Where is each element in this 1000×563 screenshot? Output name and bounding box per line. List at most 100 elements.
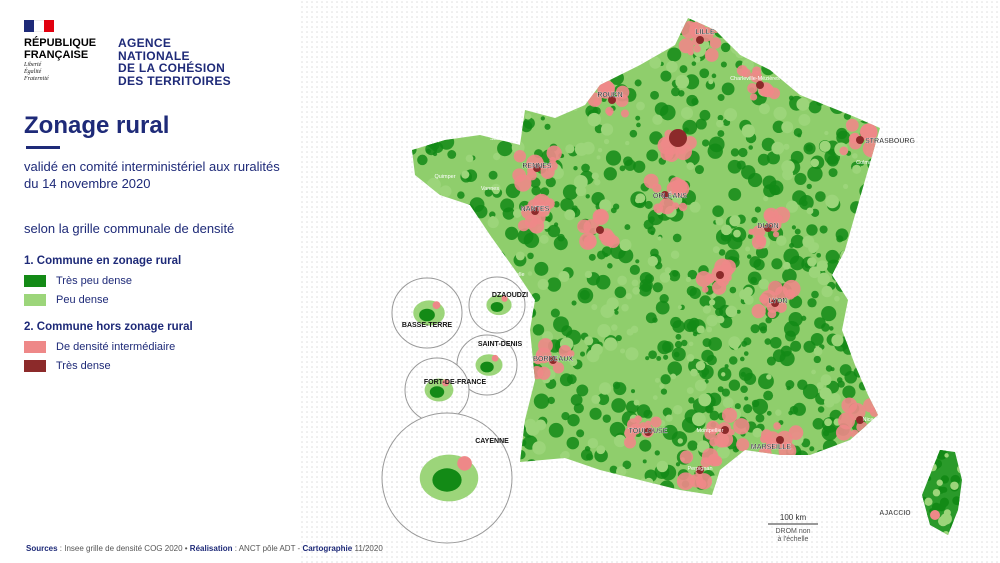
density-patch	[807, 298, 817, 308]
density-patch	[717, 386, 724, 393]
density-patch	[567, 350, 575, 358]
city-label: BORDEAUX	[533, 356, 573, 363]
density-patch	[611, 324, 618, 331]
density-patch	[550, 308, 560, 318]
density-patch	[621, 303, 629, 312]
density-patch	[603, 138, 610, 145]
inset-label: BASSE-TERRE	[402, 322, 453, 329]
city-label: Charleville-Mézières	[730, 76, 780, 82]
density-patch	[812, 418, 825, 430]
density-patch	[585, 194, 590, 199]
density-patch	[645, 312, 657, 324]
density-patch	[672, 320, 686, 333]
density-patch	[717, 130, 725, 138]
density-patch	[692, 331, 698, 337]
density-patch	[492, 152, 501, 161]
density-patch	[817, 406, 825, 413]
density-patch	[749, 256, 762, 268]
density-patch	[573, 174, 588, 189]
density-patch	[694, 379, 707, 392]
density-patch	[537, 278, 549, 291]
density-patch	[677, 305, 682, 310]
subtitle-line: validé en comité interministériel aux ru…	[24, 159, 280, 174]
density-patch	[587, 112, 602, 127]
inset-label: SAINT-DENIS	[478, 341, 523, 348]
density-patch	[650, 248, 659, 258]
density-patch	[635, 259, 640, 264]
density-patch	[829, 326, 834, 331]
density-patch	[939, 497, 950, 507]
density-patch	[524, 113, 532, 120]
density-patch	[539, 234, 549, 244]
density-patch	[561, 325, 573, 337]
density-patch	[772, 231, 780, 238]
density-patch	[691, 61, 697, 66]
density-patch	[683, 127, 690, 133]
density-patch	[747, 234, 753, 239]
density-patch	[672, 404, 683, 415]
density-patch	[816, 260, 828, 272]
density-patch	[548, 422, 564, 438]
footer-text: : ANCT pôle ADT -	[232, 544, 303, 553]
density-patch	[715, 217, 724, 226]
density-patch	[520, 120, 533, 133]
density-patch	[702, 305, 711, 314]
density-patch	[721, 224, 732, 236]
density-patch	[577, 219, 592, 234]
density-patch	[660, 70, 672, 82]
density-patch	[620, 348, 626, 354]
density-patch	[439, 185, 452, 198]
agency-line: DES TERRITOIRES	[118, 73, 231, 88]
density-patch	[624, 224, 631, 231]
density-patch	[699, 295, 712, 307]
density-patch	[749, 93, 758, 101]
density-patch	[808, 266, 821, 279]
footer-text: : Insee grille de densité COG 2020 •	[57, 544, 190, 553]
island-urban	[432, 301, 441, 310]
density-patch	[766, 151, 780, 165]
title-rule	[26, 146, 60, 149]
subtitle: validé en comité interministériel aux ru…	[24, 158, 280, 192]
density-patch	[770, 336, 782, 349]
density-patch	[718, 249, 726, 256]
city-label: Quimper	[434, 174, 455, 180]
footer-text: Réalisation	[189, 544, 233, 553]
density-patch	[783, 143, 790, 150]
density-patch	[755, 413, 765, 423]
flag	[24, 20, 54, 32]
density-patch	[782, 268, 797, 284]
density-patch	[695, 361, 706, 371]
density-patch	[740, 385, 748, 394]
density-patch	[553, 201, 560, 208]
density-patch	[733, 418, 750, 435]
density-patch	[534, 261, 549, 276]
density-patch	[687, 440, 698, 451]
density-patch	[709, 37, 722, 49]
density-patch	[766, 374, 772, 380]
density-patch	[584, 270, 593, 279]
density-patch	[547, 396, 555, 405]
density-patch	[773, 106, 787, 121]
method: selon la grille communale de densité	[24, 221, 235, 236]
density-patch	[625, 347, 639, 361]
density-patch	[659, 272, 671, 283]
density-patch	[746, 254, 752, 259]
density-patch	[544, 123, 551, 130]
density-patch	[650, 90, 659, 100]
density-patch	[576, 384, 589, 397]
density-patch	[660, 374, 671, 385]
density-patch	[819, 225, 828, 234]
density-patch	[589, 407, 602, 420]
density-patch	[782, 169, 794, 181]
density-patch	[796, 97, 810, 111]
density-patch	[576, 429, 585, 438]
density-patch	[701, 448, 719, 465]
density-patch	[675, 333, 682, 340]
density-patch	[821, 305, 837, 322]
legend-label: De densité intermédiaire	[56, 340, 176, 353]
city-label: Perpignan	[687, 466, 712, 472]
density-patch	[712, 205, 724, 217]
density-patch	[502, 207, 516, 220]
footer-text: Sources	[26, 544, 58, 553]
density-patch	[852, 164, 862, 174]
